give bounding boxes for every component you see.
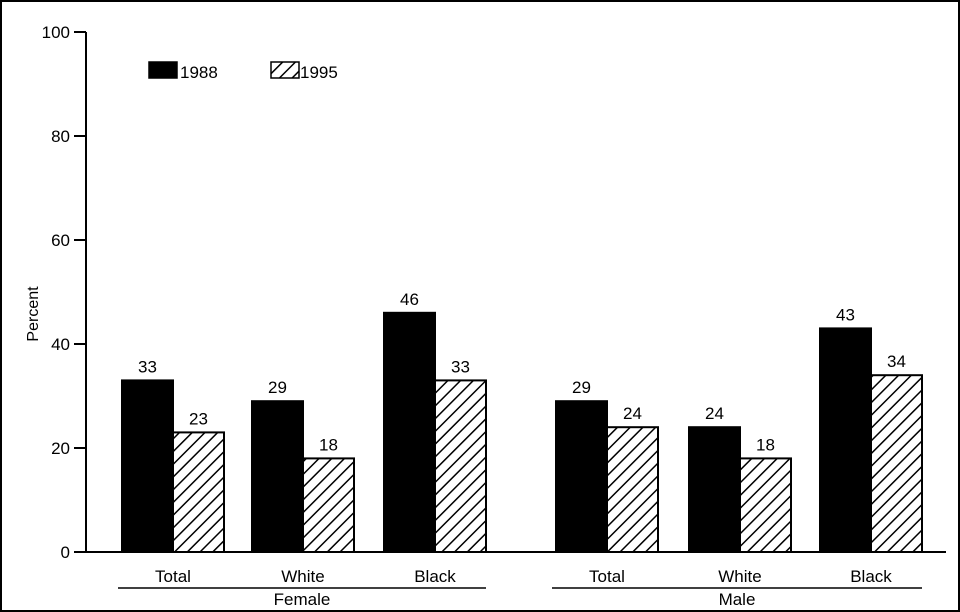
- legend-swatch-1988: [148, 61, 178, 79]
- value-label: 23: [189, 409, 208, 428]
- category-label: White: [718, 567, 761, 586]
- value-label: 18: [319, 435, 338, 454]
- group-label-female: Female: [274, 590, 331, 609]
- y-tick-label: 20: [51, 439, 70, 458]
- value-labels: 33 23 29 18 46 33 29 24 24 18 43 34: [138, 290, 906, 455]
- bar-1988-female-black: [383, 311, 436, 553]
- value-label: 24: [623, 404, 642, 423]
- legend: 1988 1995: [148, 61, 338, 82]
- legend-label-1988: 1988: [180, 63, 218, 82]
- category-label: White: [281, 567, 324, 586]
- group-label-male: Male: [719, 590, 756, 609]
- legend-swatch-1995: [270, 61, 300, 79]
- category-labels: Total White Black Total White Black: [155, 567, 892, 586]
- y-ticks: 0 20 40 60 80 100: [42, 23, 86, 562]
- bar-1995-female-black: [434, 379, 487, 553]
- y-axis-title: Percent: [25, 286, 42, 342]
- category-label: Black: [850, 567, 892, 586]
- bar-1988-male-white: [688, 426, 741, 554]
- value-label: 43: [836, 305, 855, 324]
- y-tick-label: 100: [42, 23, 70, 42]
- legend-item-1988: 1988: [148, 61, 218, 82]
- bar-1988-female-white: [251, 400, 304, 554]
- y-tick-label: 0: [61, 543, 70, 562]
- y-tick-label: 80: [51, 127, 70, 146]
- value-label: 33: [138, 357, 157, 376]
- group-labels: Female Male: [118, 587, 922, 609]
- legend-item-1995: 1995: [270, 61, 338, 82]
- value-label: 29: [268, 378, 287, 397]
- y-tick-label: 40: [51, 335, 70, 354]
- category-label: Total: [155, 567, 191, 586]
- bar-1995-female-white: [302, 457, 355, 553]
- value-label: 33: [451, 357, 470, 376]
- bar-1995-female-total: [172, 431, 225, 553]
- bars: [121, 311, 923, 554]
- bar-1995-male-total: [606, 426, 659, 554]
- y-axis: 0 20 40 60 80 100: [42, 23, 87, 562]
- bar-1995-male-black: [870, 374, 923, 554]
- category-label: Total: [589, 567, 625, 586]
- category-label: Black: [414, 567, 456, 586]
- bar-1995-male-white: [739, 457, 792, 553]
- bar-1988-female-total: [121, 379, 174, 553]
- legend-label-1995: 1995: [300, 63, 338, 82]
- bar-1988-male-total: [555, 400, 608, 554]
- bar-1988-male-black: [819, 327, 872, 553]
- value-label: 18: [756, 435, 775, 454]
- value-label: 34: [887, 352, 906, 371]
- value-label: 24: [705, 404, 724, 423]
- y-tick-label: 60: [51, 231, 70, 250]
- value-label: 29: [572, 378, 591, 397]
- value-label: 46: [400, 290, 419, 309]
